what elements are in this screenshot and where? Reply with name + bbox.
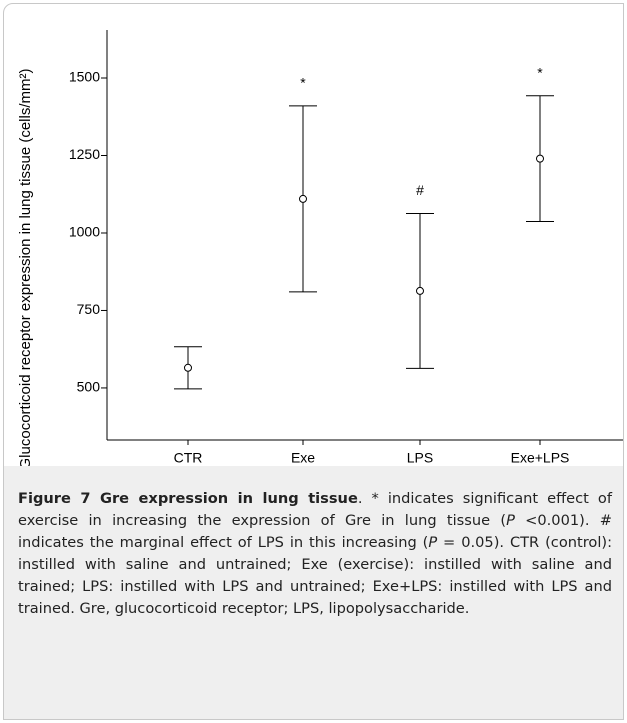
mean-point bbox=[184, 363, 192, 372]
y-axis-label: Glucocorticoid receptor expression in lu… bbox=[17, 69, 34, 466]
x-tick-label: Exe+LPS bbox=[511, 450, 570, 466]
x-tick-label: CTR bbox=[174, 450, 203, 466]
y-tick-label: 1000 bbox=[69, 224, 100, 240]
mean-point bbox=[536, 154, 544, 163]
y-tick-label: 500 bbox=[77, 379, 101, 395]
caption: Figure 7 Gre expression in lung tissue. … bbox=[4, 466, 623, 719]
caption-title: Figure 7 Gre expression in lung tissue bbox=[18, 490, 358, 507]
caption-part: <0.001). # indicates the marginal effect… bbox=[18, 512, 612, 551]
caption-part: P bbox=[428, 534, 438, 551]
caption-text: Figure 7 Gre expression in lung tissue. … bbox=[18, 488, 612, 620]
significance-marker: # bbox=[416, 182, 424, 198]
mean-point bbox=[416, 286, 424, 295]
caption-part: . * indicates significant effect of exer… bbox=[18, 490, 612, 529]
figure: Glucocorticoid receptor expression in lu… bbox=[3, 3, 624, 720]
y-tick-label: 1500 bbox=[69, 69, 100, 85]
chart: Glucocorticoid receptor expression in lu… bbox=[17, 30, 623, 466]
significance-marker: * bbox=[537, 64, 543, 80]
x-tick-label: LPS bbox=[407, 450, 433, 466]
significance-marker: * bbox=[300, 75, 306, 91]
x-tick-label: Exe bbox=[291, 450, 315, 466]
mean-point bbox=[299, 194, 307, 203]
y-tick-label: 1250 bbox=[69, 146, 100, 162]
caption-part: P bbox=[506, 512, 515, 529]
caption-part: = 0.05). CTR (control): instilled with s… bbox=[18, 534, 613, 617]
y-tick-label: 750 bbox=[77, 301, 101, 317]
